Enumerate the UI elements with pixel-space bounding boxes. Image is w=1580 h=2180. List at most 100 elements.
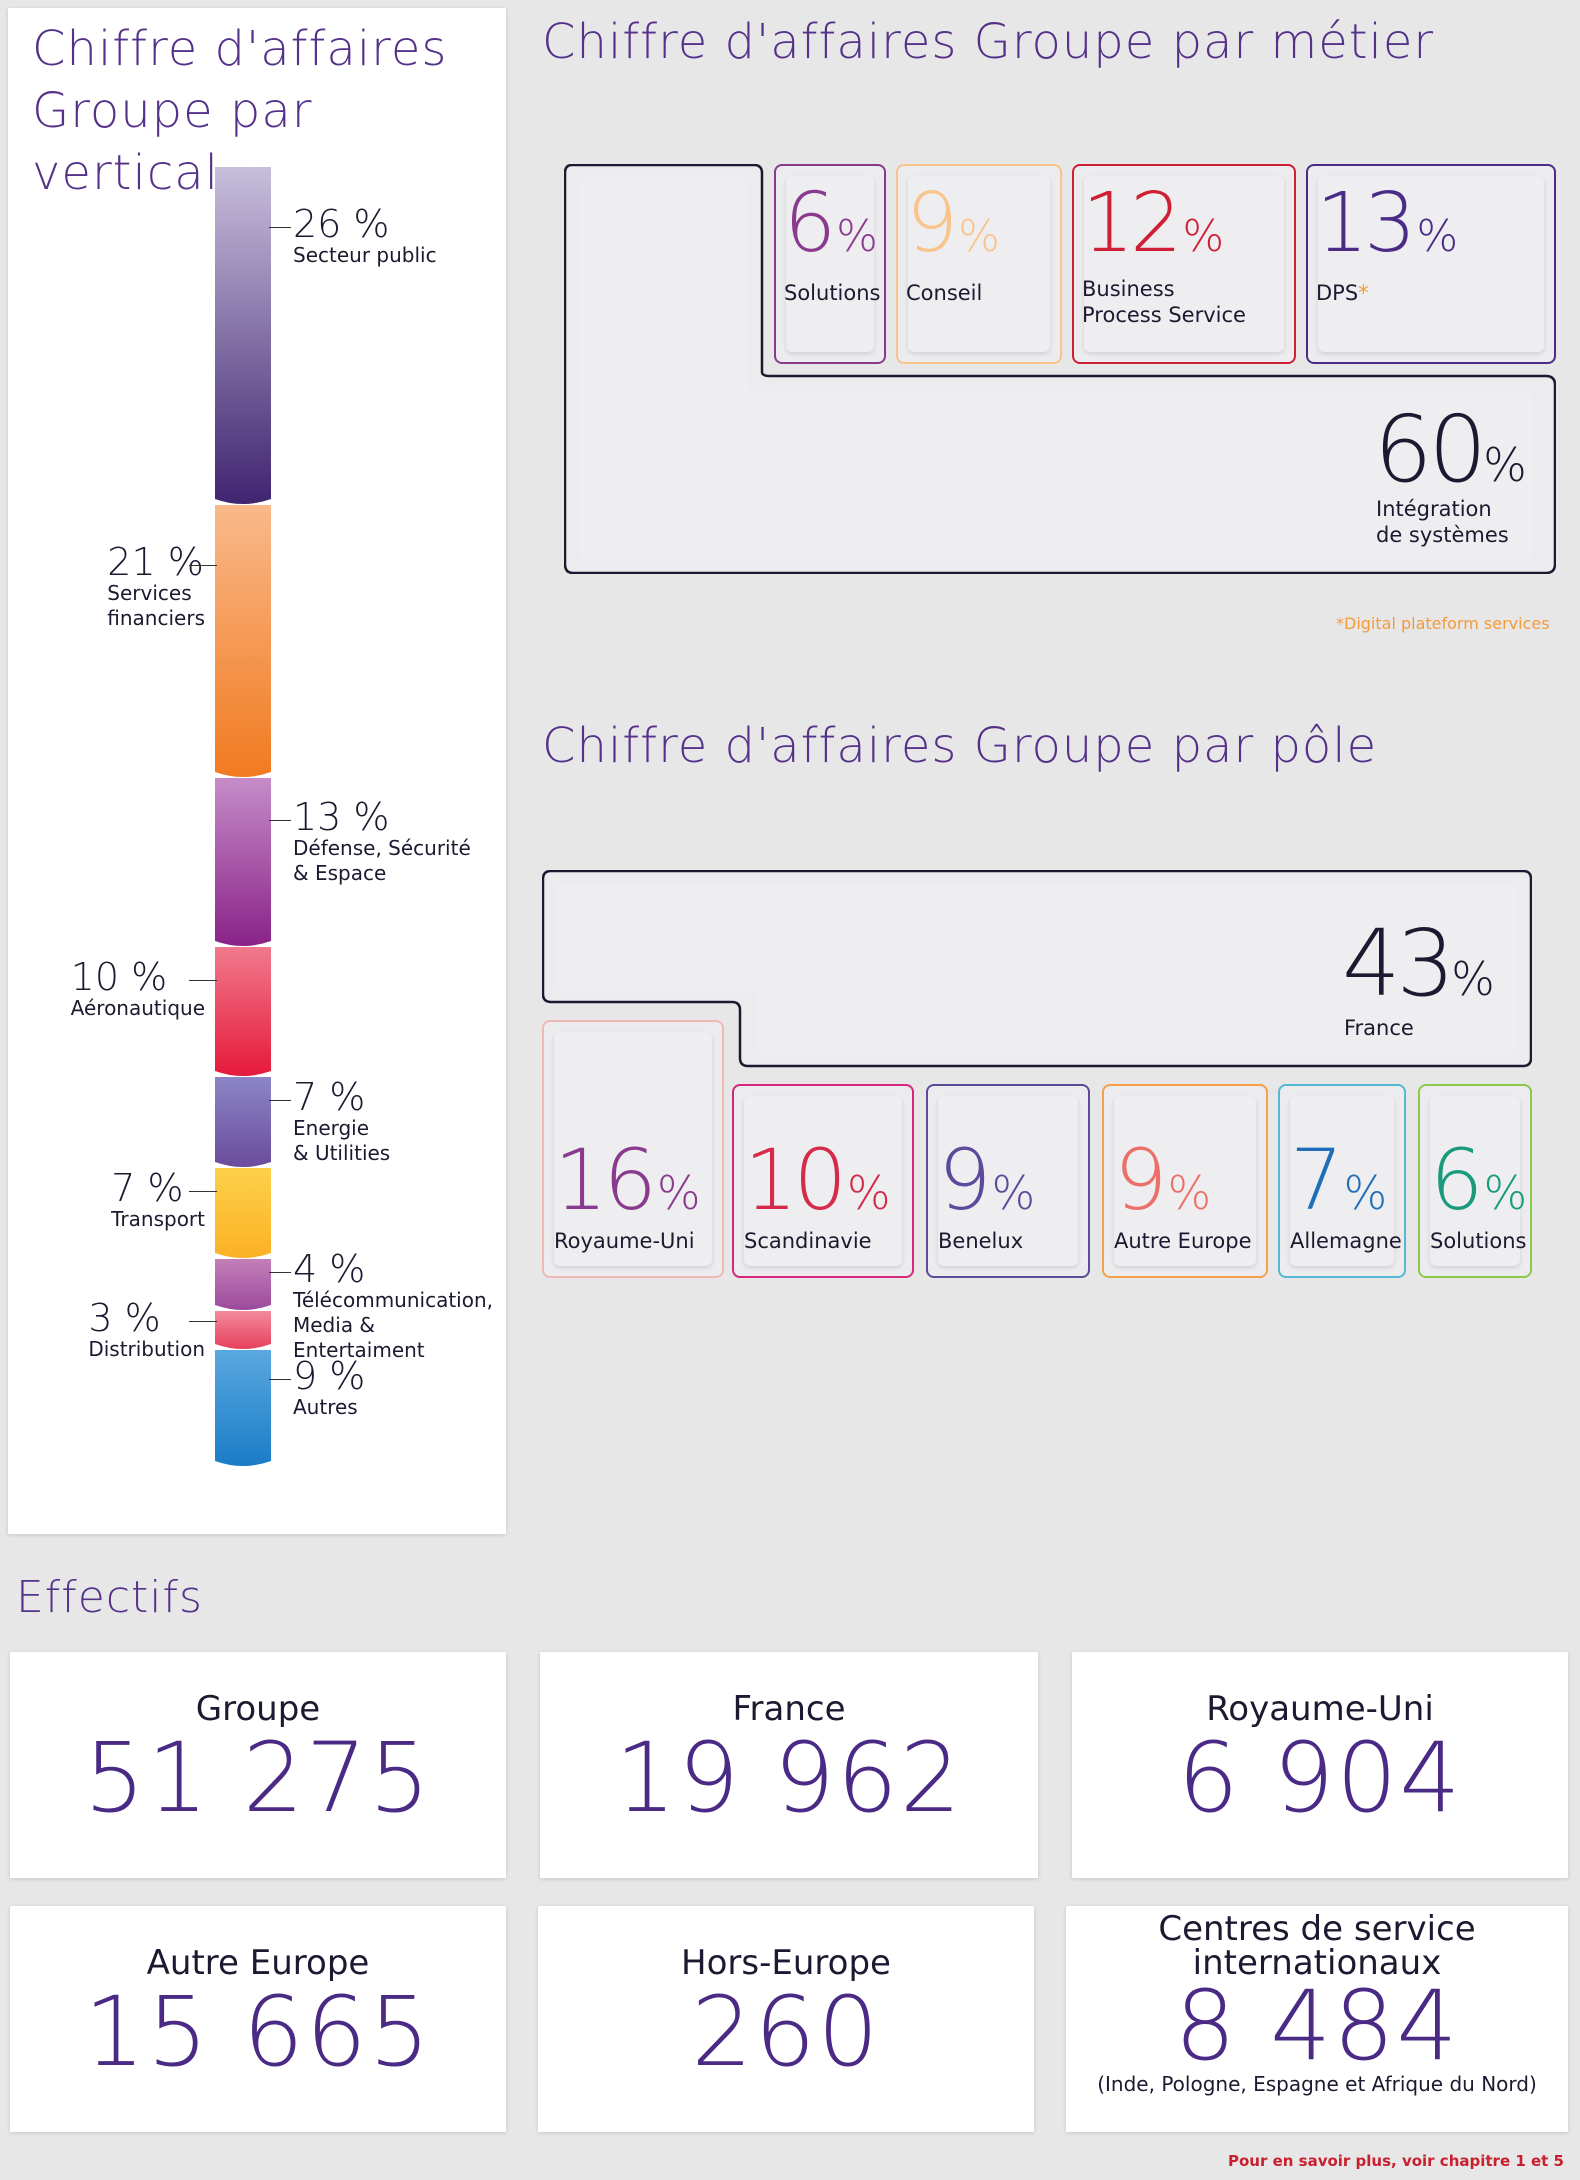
pole-tile-label: Autre Europe [1114,1228,1252,1254]
pole-tile-value: 43% [1342,910,1495,1017]
pole-tile-value: 6% [1430,1136,1527,1224]
vertical-label-value: 7 % [111,1165,184,1210]
pole-tile-label-text: Allemagne [1290,1229,1402,1253]
pole-tile-percent: % [1483,1166,1528,1220]
pole-tile-label-text: Royaume-Uni [554,1229,695,1253]
pole-tile-inner [1290,1096,1394,1266]
pole-tile-inner [938,1096,1078,1266]
pole-tile-label-text: Solutions [1430,1229,1527,1253]
effectifs-card-note: (Inde, Pologne, Espagne et Afrique du No… [1097,2072,1537,2096]
vertical-bar-segment-transport [215,1168,271,1258]
pole-tile-label: Allemagne [1290,1228,1402,1254]
metier-tile-value: 6% [784,180,878,268]
pole-tile-percent: % [846,1166,891,1220]
metier-tile-inner [1084,176,1284,352]
pole-tile-solutions: 6% Solutions [1418,1084,1532,1278]
vertical-label-distribution: 3 % Distribution [88,1299,205,1362]
pole-big-frame [541,869,1533,1068]
effectifs-card-name: Hors-Europe [681,1943,891,1983]
pole-tile-autre-europe: 9% Autre Europe [1102,1084,1268,1278]
vertical-bar-segment-defense-securite-espace [215,778,271,946]
metier-tile-conseil: 9% Conseil [896,164,1062,364]
vertical-label-name: Aéronautique [70,995,205,1020]
vertical-label-name: Energie & Utilities [293,1115,391,1165]
vertical-panel: Chiffre d'affaires Groupe par vertical 2… [8,8,506,1534]
vertical-label-value: 7 % [293,1074,366,1119]
effectifs-card-centres-de-service-internationaux: Centres de service internationaux 8 484 (I… [1066,1906,1568,2132]
vertical-label-tick [189,1190,217,1192]
metier-footnote: *Digital plateform services [1336,614,1550,633]
effectifs-card-france: France 19 962 [540,1652,1038,1878]
effectifs-footer: Pour en savoir plus, voir chapitre 1 et … [1227,2152,1564,2170]
effectifs-card-groupe: Groupe 51 275 [10,1652,506,1878]
metier-tile-label: DPS* [1316,280,1369,306]
pole-tile-number: 10 [744,1131,847,1229]
vertical-label-value: 9 % [293,1354,366,1399]
vertical-bar-segment-aeronautique [215,947,271,1076]
vertical-label-tick [269,820,291,822]
metier-tile-inner [1318,176,1544,352]
vertical-label-transport: 7 % Transport [111,1169,205,1232]
vertical-label-autres: 9 % Autres [293,1357,365,1420]
vertical-label-value: 13 % [293,795,390,840]
pole-tile-number: 43 [1342,910,1455,1017]
metier-title: Chiffre d'affaires Groupe par métier [542,14,1435,70]
metier-tile-integration-de-systemes: 60% Intégration de systèmes [563,163,1557,575]
metier-tile-percent: % [836,211,878,262]
vertical-label-tick [269,1099,291,1101]
metier-tile-inner [908,176,1050,352]
effectifs-card-royaume-uni: Royaume-Uni 6 904 [1072,1652,1568,1878]
pole-tile-inner [1114,1096,1256,1266]
metier-big-frame [563,163,1557,575]
pole-tile-percent: % [1451,952,1495,1006]
vertical-title-line2: Groupe par vertical [32,83,313,201]
metier-tile-label: Business Process Service [1082,276,1246,328]
pole-tile-label: France [1344,1016,1414,1040]
effectifs-card-value: 15 665 [84,1976,432,2088]
vertical-label-tick [189,1320,217,1322]
effectifs-card-name: Royaume-Uni [1206,1689,1434,1729]
effectifs-card-value: 51 275 [84,1722,432,1834]
metier-tile-dps: 13% DPS* [1306,164,1556,364]
metier-tile-number: 12 [1082,176,1182,271]
vertical-bar-segment-telecommunication-media-entertaiment [215,1259,271,1310]
vertical-label-value: 21 % [107,540,204,584]
metier-tile-label: Solutions [784,280,881,306]
vertical-label-secteur-public: 26 % Secteur public [293,205,437,268]
pole-tile-inner [1430,1096,1520,1266]
metier-tile-percent: % [1182,211,1225,262]
vertical-label-name: Transport [111,1206,205,1231]
metier-tile-inner [786,176,874,352]
effectifs-card-value: 8 484 [1174,1970,1460,2082]
pole-tile-percent: % [1167,1166,1212,1220]
metier-tile-label-text: Conseil [906,281,983,305]
metier-tile-label-text: Business Process Service [1082,277,1246,327]
metier-tile-number: 13 [1316,176,1416,271]
pole-tile-number: 9 [1114,1131,1167,1229]
metier-tile-value: 12% [1082,180,1224,268]
metier-tile-percent: % [1483,438,1527,492]
metier-tile-label-text: DPS [1316,281,1359,305]
vertical-stacked-bar [215,167,271,1466]
pole-tile-number: 9 [938,1131,991,1229]
metier-tile-value: 13% [1316,180,1458,268]
pole-tile-label: Scandinavie [744,1228,872,1254]
pole-tile-label-text: Scandinavie [744,1229,872,1253]
vertical-label-services-financiers: 21 % Services financiers [107,543,205,631]
vertical-label-energie-utilities: 7 % Energie & Utilities [293,1078,390,1166]
metier-tile-label: Conseil [906,280,982,306]
effectifs-card-value: 260 [691,1976,881,2088]
vertical-title: Chiffre d'affaires Groupe par vertical [32,18,502,204]
vertical-label-value: 4 % [293,1247,366,1291]
vertical-label-value: 26 % [293,202,390,246]
effectifs-card-autre-europe: Autre Europe 15 665 [10,1906,506,2132]
pole-tile-label: Royaume-Uni [554,1228,695,1254]
effectifs-card-value: 6 904 [1177,1722,1463,1834]
pole-tile-royaume-uni: 16% Royaume-Uni [542,1020,724,1278]
metier-tile-number: 60 [1374,396,1487,503]
metier-tile-label: Intégration de systèmes [1376,497,1509,547]
effectifs-card-name: Autre Europe [146,1943,370,1983]
pole-tile-percent: % [1343,1166,1388,1220]
pole-tile-label-text: Benelux [938,1229,1024,1253]
pole-tile-number: 7 [1290,1131,1343,1229]
